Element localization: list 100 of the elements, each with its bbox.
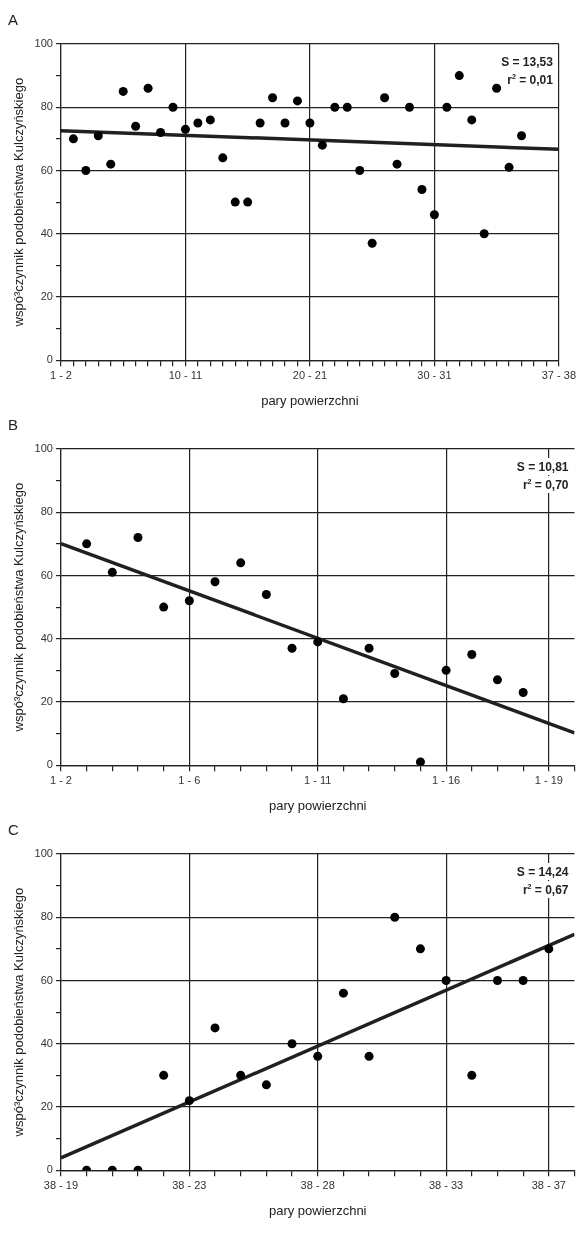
point [518,687,528,697]
point [280,118,290,128]
point [364,643,374,653]
y-tick-label: 100 [34,442,53,455]
y-axis-title: wspó³czynnik podobieństwa Kulczyńskiego [11,77,27,328]
point [180,124,190,134]
x-tick-label: 1 - 2 [49,773,72,786]
point [205,115,215,125]
point [380,93,390,103]
point [210,1023,220,1033]
x-axis-title: pary powierzchni [268,797,367,813]
point [492,675,502,685]
y-tick-label: 0 [46,758,53,771]
x-tick-label: 1 - 19 [534,773,563,786]
point [544,944,554,954]
point [467,115,477,125]
point [330,102,340,112]
point [467,650,477,660]
point [390,669,400,678]
point [517,131,527,141]
point [392,159,402,169]
point [159,1070,169,1080]
x-tick-label: 10 - 11 [168,368,203,381]
y-tick-label: 60 [40,973,53,986]
point [68,134,78,144]
point [230,197,240,207]
point [236,558,246,568]
point [338,988,348,998]
chart-title: C [8,821,19,839]
point [210,577,220,587]
chart-title: B [8,416,19,434]
point [106,159,116,169]
x-tick-label: 1 - 6 [178,773,201,786]
point [415,757,425,766]
point [236,1070,246,1080]
y-tick-label: 40 [40,631,53,644]
point [442,102,452,112]
point [287,643,297,653]
x-tick-label: 20 - 21 [292,368,328,381]
y-tick-label: 20 [40,1099,53,1112]
x-tick-label: 1 - 2 [49,368,72,381]
y-tick-label: 80 [40,505,53,518]
point [492,975,502,985]
point [193,118,203,128]
x-tick-label: 1 - 11 [304,773,332,786]
x-tick-label: 38 - 28 [300,1178,335,1191]
point [261,589,271,599]
y-tick-label: 100 [34,37,53,50]
point [390,912,400,922]
point [467,1070,477,1080]
y-tick-label: 40 [40,226,53,239]
x-tick-label: 37 - 38 [541,368,576,381]
y-tick-label: 0 [46,1163,53,1176]
point [287,1039,297,1049]
point [243,197,253,207]
point [504,162,514,172]
point [518,975,528,985]
x-tick-label: 30 - 31 [417,368,452,381]
point [184,596,194,606]
annotation: S = 14,24 [516,865,569,879]
point [255,118,265,128]
y-tick-label: 0 [46,353,53,366]
point [415,944,425,954]
y-tick-label: 60 [40,163,53,176]
point [218,153,228,163]
annotation: S = 13,53 [501,55,554,69]
x-axis-title: pary powierzchni [261,392,359,408]
point [143,83,153,93]
y-axis-title: wspó³czynnik podobieństwa Kulczyńskiego [11,887,27,1138]
point [156,128,166,138]
y-axis-title: wspó³czynnik podobieństwa Kulczyńskiego [11,482,27,733]
point [93,131,103,141]
point [405,102,414,112]
point [131,121,141,131]
point [441,975,451,985]
point [492,83,502,93]
point [429,210,439,220]
point [417,184,427,194]
y-tick-label: 80 [40,100,53,113]
y-tick-label: 80 [40,910,53,923]
point [317,140,327,150]
x-tick-label: 38 - 19 [43,1178,79,1191]
point [168,102,178,112]
x-tick-label: 38 - 37 [531,1178,566,1191]
point [342,102,352,112]
point [292,96,302,106]
x-axis-title: pary powierzchni [268,1202,367,1218]
point [454,71,464,81]
point [313,1051,323,1061]
point [355,165,365,175]
point [118,86,128,96]
point [82,539,92,549]
y-tick-label: 20 [40,289,53,302]
chart-title: A [8,11,19,29]
y-tick-label: 60 [40,568,53,581]
point [133,533,143,543]
point [367,238,377,248]
point [268,93,278,103]
annotation: S = 10,81 [516,460,569,474]
x-tick-label: 38 - 23 [172,1178,207,1191]
